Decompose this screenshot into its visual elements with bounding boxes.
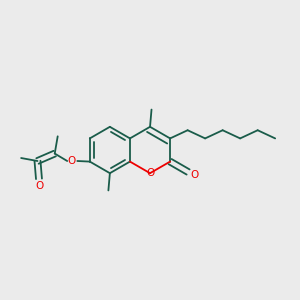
Text: O: O — [190, 170, 198, 180]
Text: O: O — [147, 169, 155, 178]
Text: O: O — [68, 156, 76, 166]
Text: O: O — [35, 181, 44, 191]
